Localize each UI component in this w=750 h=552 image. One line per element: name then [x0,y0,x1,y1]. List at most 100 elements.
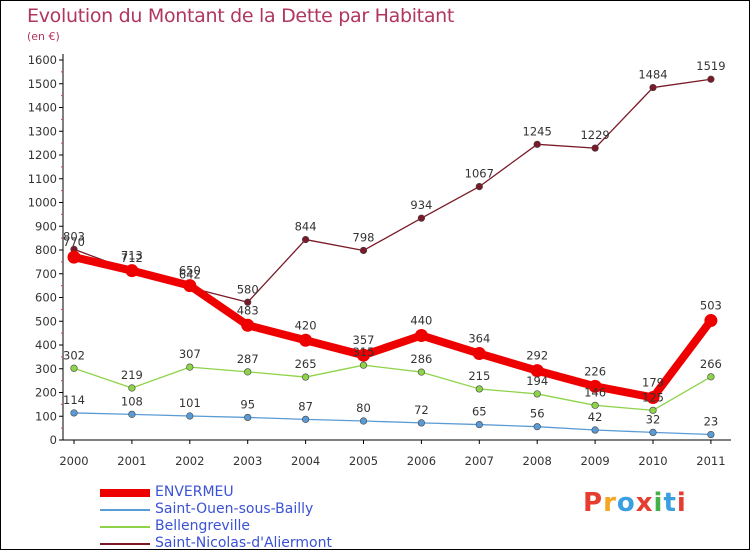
legend-swatch [100,489,150,497]
data-label-saint-nicolas-d-aliermont: 1519 [696,59,725,73]
data-point-saint-nicolas-d-aliermont [359,246,368,255]
data-point-saint-nicolas-d-aliermont [302,235,310,244]
data-point-saint-ouen-sous-bailly [359,417,368,425]
proxiti-logo: Proxiti [583,488,687,518]
data-label-saint-ouen-sous-bailly: 108 [121,394,143,408]
legend-swatch [100,509,150,511]
legend-swatch [100,543,150,545]
data-point-envermeu [357,348,370,362]
data-point-saint-ouen-sous-bailly [475,420,483,429]
y-tick-label: 1500 [28,77,57,91]
data-point-envermeu [125,264,139,278]
chart-unit: (en €) [27,30,60,43]
data-label-saint-nicolas-d-aliermont: 1067 [465,167,494,181]
data-point-saint-ouen-sous-bailly [707,430,715,439]
data-point-envermeu [588,379,602,393]
data-label-envermeu: 650 [179,264,201,278]
data-point-envermeu [414,329,428,342]
data-label-envermeu: 713 [121,249,143,263]
data-label-saint-nicolas-d-aliermont: 934 [410,198,432,212]
data-label-saint-ouen-sous-bailly: 23 [704,415,719,429]
data-point-bellengreville [302,373,310,381]
data-point-bellengreville [707,373,715,381]
data-label-saint-ouen-sous-bailly: 72 [414,403,429,417]
data-point-bellengreville [70,364,78,372]
logo-letter: i [676,488,687,518]
data-label-saint-nicolas-d-aliermont: 712 [121,251,143,265]
data-point-saint-nicolas-d-aliermont [244,298,252,306]
x-tick-label: 2011 [696,454,725,468]
x-tick-label: 2003 [233,454,262,468]
legend-swatch [100,526,150,528]
data-label-envermeu: 420 [295,318,317,332]
data-point-saint-nicolas-d-aliermont [707,75,715,83]
data-label-bellengreville: 307 [179,347,201,361]
data-label-saint-nicolas-d-aliermont: 1229 [580,128,609,142]
logo-letter: P [583,488,604,518]
data-label-saint-nicolas-d-aliermont: 844 [295,220,317,234]
data-label-bellengreville: 146 [584,385,606,399]
data-label-bellengreville: 219 [121,368,143,382]
data-point-saint-nicolas-d-aliermont [591,144,599,152]
data-point-bellengreville [591,401,599,409]
data-point-envermeu [241,318,255,332]
data-point-bellengreville [128,384,136,392]
data-label-saint-ouen-sous-bailly: 65 [472,405,487,419]
data-point-saint-ouen-sous-bailly [186,412,194,420]
data-point-bellengreville [417,368,426,376]
logo-letter: x [635,488,654,518]
y-tick-label: 1100 [28,172,57,186]
data-point-saint-ouen-sous-bailly [70,409,78,417]
data-point-saint-ouen-sous-bailly [417,419,426,427]
data-label-bellengreville: 315 [353,345,375,359]
x-tick-label: 2009 [580,454,609,468]
y-tick-label: 0 [50,433,57,447]
data-label-bellengreville: 194 [526,374,548,388]
data-point-envermeu [704,314,718,328]
data-label-saint-ouen-sous-bailly: 87 [298,399,313,413]
data-label-envermeu: 292 [526,349,548,363]
data-point-bellengreville [244,368,252,376]
y-tick-label: 900 [35,219,57,233]
y-tick-label: 200 [35,386,57,400]
data-label-saint-ouen-sous-bailly: 114 [63,393,85,407]
data-label-bellengreville: 265 [295,357,317,371]
legend-label: ENVERMEU [155,484,234,500]
data-point-envermeu [183,279,197,293]
data-label-saint-ouen-sous-bailly: 56 [530,407,545,421]
series-line-saint-ouen-sous-bailly [73,412,712,436]
legend-label: Saint-Nicolas-d'Aliermont [155,535,332,551]
y-tick-label: 700 [35,267,57,281]
data-label-bellengreville: 286 [410,352,432,366]
data-label-saint-nicolas-d-aliermont: 642 [179,268,201,282]
data-label-envermeu: 483 [237,303,259,317]
data-point-bellengreville [475,385,483,393]
x-tick-label: 2004 [291,454,320,468]
data-point-bellengreville [649,406,657,414]
data-label-envermeu: 503 [700,299,722,313]
data-point-bellengreville [186,363,194,371]
legend-label: Saint-Ouen-sous-Bailly [155,501,314,517]
y-tick-label: 1000 [28,196,57,210]
data-point-envermeu [472,347,486,361]
x-tick-label: 2000 [59,454,88,468]
y-tick-label: 100 [35,409,57,423]
x-tick-label: 2002 [175,454,204,468]
y-tick-label: 1200 [28,148,57,162]
logo-letter: r [603,488,617,518]
y-tick-label: 300 [35,362,57,376]
data-label-envermeu: 364 [468,332,490,346]
x-tick-label: 2010 [638,454,667,468]
data-point-saint-nicolas-d-aliermont [475,182,483,191]
data-point-saint-ouen-sous-bailly [128,410,136,418]
x-tick-label: 2006 [407,454,436,468]
data-point-saint-ouen-sous-bailly [533,423,541,431]
data-point-envermeu [299,333,313,347]
data-label-bellengreville: 215 [468,369,490,383]
data-label-saint-nicolas-d-aliermont: 580 [237,282,259,296]
data-point-saint-nicolas-d-aliermont [417,214,426,222]
logo-letter: t [663,488,677,518]
y-tick-label: 800 [35,243,57,257]
data-label-saint-ouen-sous-bailly: 101 [179,396,201,410]
